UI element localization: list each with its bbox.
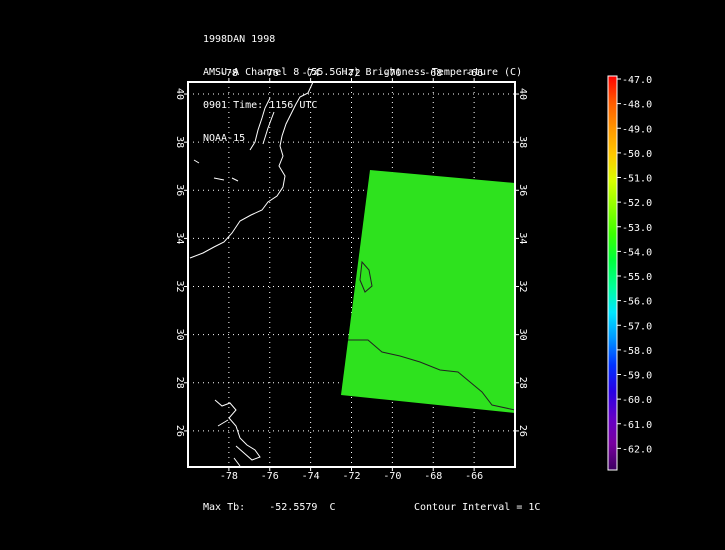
lat-label-left-2: 36 bbox=[174, 184, 185, 196]
lon-label-4: -70 bbox=[383, 471, 401, 482]
colorbar-label-3: -50.0 bbox=[622, 149, 652, 160]
contour-lines bbox=[348, 260, 516, 411]
max-tb-unit: C bbox=[329, 502, 336, 513]
lon-label-4: -70 bbox=[383, 68, 401, 79]
lon-label-0: -78 bbox=[220, 68, 238, 79]
lat-label-right-1: 38 bbox=[517, 136, 528, 148]
lon-label-5: -68 bbox=[424, 68, 442, 79]
lon-tick-labels-bottom: -78 -76 -74 -72 -70 -68 -66 bbox=[220, 471, 483, 482]
coastline-us-east bbox=[189, 81, 314, 259]
lon-label-1: -76 bbox=[261, 471, 279, 482]
colorbar-label-14: -61.0 bbox=[622, 420, 652, 431]
lat-label-left-4: 32 bbox=[174, 281, 185, 293]
lon-label-2: -74 bbox=[302, 68, 320, 79]
axis-ticks bbox=[184, 78, 519, 471]
colorbar-label-10: -57.0 bbox=[622, 321, 652, 332]
max-tb-label: Max Tb: bbox=[203, 502, 246, 513]
colorbar-label-13: -60.0 bbox=[622, 395, 652, 406]
lat-label-right-6: 28 bbox=[517, 377, 528, 389]
contour-interval-label: Contour Interval = 1C bbox=[414, 502, 541, 513]
product-title: AMSU-A Channel 8 (55.5GHz) Brightness Te… bbox=[203, 67, 523, 78]
lat-label-left-3: 34 bbox=[174, 232, 185, 244]
lon-label-6: -66 bbox=[465, 471, 483, 482]
lat-label-right-4: 32 bbox=[517, 281, 528, 293]
lon-tick-labels-top: -78 -76 -74 -72 -70 -68 -66 bbox=[220, 68, 483, 79]
coastline-pamlico-islands bbox=[193, 159, 239, 182]
coastline-chesapeake bbox=[249, 97, 275, 151]
colorbar-label-8: -55.0 bbox=[622, 272, 652, 283]
lon-label-0: -78 bbox=[220, 471, 238, 482]
colorbar-label-5: -52.0 bbox=[622, 198, 652, 209]
coastline bbox=[189, 81, 314, 467]
colorbar-label-15: -62.0 bbox=[622, 444, 652, 455]
lat-label-right-7: 26 bbox=[517, 425, 528, 437]
contour-line-north bbox=[359, 260, 373, 293]
lon-label-1: -76 bbox=[261, 68, 279, 79]
time-label: 0901 Time: 1156 UTC bbox=[203, 100, 318, 111]
chart-header: 1998DAN 1998 AMSU-A Channel 8 (55.5GHz) … bbox=[203, 12, 522, 155]
lat-label-left-0: 40 bbox=[174, 88, 185, 100]
colorbar-label-12: -59.0 bbox=[622, 371, 652, 382]
lon-label-2: -74 bbox=[302, 471, 320, 482]
colorbar-label-7: -54.0 bbox=[622, 247, 652, 258]
colorbar-label-9: -56.0 bbox=[622, 297, 652, 308]
colorbar: -47.0 -48.0 -49.0 -50.0 -51.0 -52.0 -53.0 -54.0… bbox=[607, 75, 652, 471]
lat-tick-labels-left: 40 38 36 34 32 30 28 26 bbox=[174, 88, 185, 437]
colorbar-label-0: -47.0 bbox=[622, 75, 652, 86]
lat-label-right-0: 40 bbox=[517, 88, 528, 100]
lat-label-left-1: 38 bbox=[174, 136, 185, 148]
contour-line-south bbox=[348, 339, 516, 411]
lat-label-right-2: 36 bbox=[517, 184, 528, 196]
satellite-label: NOAA-15 bbox=[203, 133, 246, 144]
brightness-swath bbox=[341, 170, 515, 413]
lat-label-left-5: 30 bbox=[174, 329, 185, 341]
colorbar-label-1: -48.0 bbox=[622, 100, 652, 111]
colorbar-label-2: -49.0 bbox=[622, 124, 652, 135]
colorbar-label-4: -51.0 bbox=[622, 174, 652, 185]
lat-label-right-3: 34 bbox=[517, 232, 528, 244]
storm-title: 1998DAN 1998 bbox=[203, 34, 276, 45]
lon-label-5: -68 bbox=[424, 471, 442, 482]
lat-label-left-6: 28 bbox=[174, 377, 185, 389]
max-tb-value: -52.5579 bbox=[269, 502, 318, 513]
coastline-bahamas bbox=[214, 399, 261, 467]
lat-label-right-5: 30 bbox=[517, 329, 528, 341]
lon-label-3: -72 bbox=[342, 68, 360, 79]
lat-tick-labels-right: 40 38 36 34 32 30 28 26 bbox=[517, 88, 528, 437]
colorbar-label-6: -53.0 bbox=[622, 223, 652, 234]
lon-label-6: -66 bbox=[465, 68, 483, 79]
colorbar-bar bbox=[607, 75, 618, 471]
lon-label-3: -72 bbox=[342, 471, 360, 482]
colorbar-label-11: -58.0 bbox=[622, 346, 652, 357]
max-tb-readout: Max Tb: -52.5579 C bbox=[203, 502, 336, 513]
lat-label-left-7: 26 bbox=[174, 425, 185, 437]
